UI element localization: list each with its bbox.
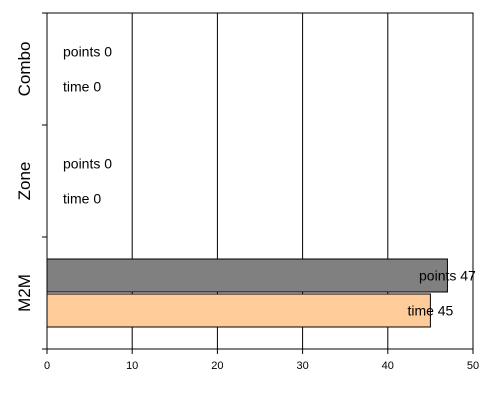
- category-labels: Combo Zone M2M: [15, 42, 34, 312]
- x-tick-label-40: 40: [382, 360, 394, 372]
- x-tick-labels: 0 10 20 30 40 50: [44, 360, 479, 372]
- data-label-zone-points: points 0: [63, 155, 112, 171]
- plot-background: [47, 13, 473, 349]
- data-labels: points 0 time 0 points 0 time 0 points 47 tim…: [63, 43, 476, 318]
- bars: [46, 258, 448, 328]
- data-label-m2m-points: points 47: [419, 267, 476, 283]
- category-label-zone: Zone: [15, 162, 34, 201]
- plot-frame: [46, 12, 474, 350]
- x-tick-label-50: 50: [467, 360, 479, 372]
- category-label-m2m: M2M: [15, 274, 34, 312]
- data-label-zone-time: time 0: [63, 190, 101, 206]
- grid-lines: [131, 13, 389, 349]
- bar-m2m-points: [46, 258, 448, 293]
- bar-m2m-time: [46, 293, 431, 328]
- x-tick-label-0: 0: [44, 360, 50, 372]
- data-label-combo-time: time 0: [63, 78, 101, 94]
- category-label-combo: Combo: [15, 42, 34, 97]
- x-tick-label-30: 30: [296, 360, 308, 372]
- x-tick-label-20: 20: [211, 360, 223, 372]
- data-label-m2m-time: time 45: [407, 302, 453, 318]
- axis-ticks: [42, 12, 474, 354]
- x-tick-label-10: 10: [126, 360, 138, 372]
- data-label-combo-points: points 0: [63, 43, 112, 59]
